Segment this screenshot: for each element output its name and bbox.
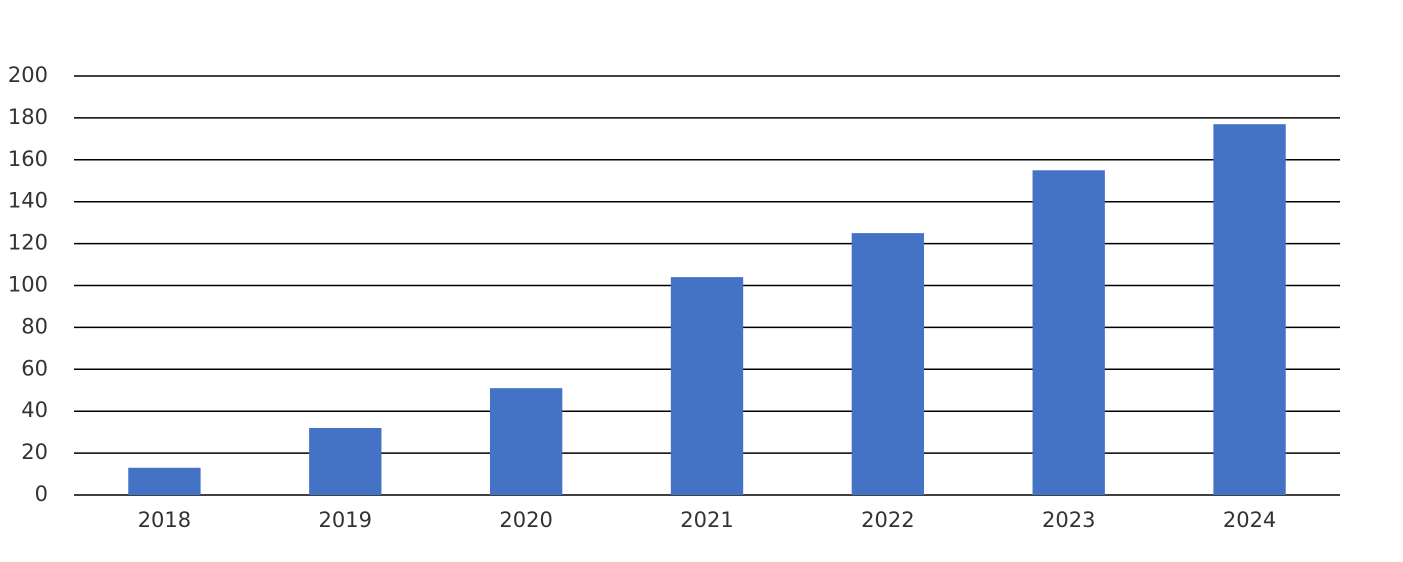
bar (670, 277, 744, 495)
y-tick-label: 160 (8, 147, 48, 171)
x-tick-label: 2022 (861, 508, 914, 532)
y-tick-label: 20 (21, 440, 48, 464)
bar (309, 427, 382, 495)
y-tick-label: 100 (8, 273, 48, 297)
x-tick-label: 2024 (1223, 508, 1276, 532)
bar (489, 388, 563, 495)
y-tick-label: 120 (8, 231, 48, 255)
y-tick-label: 180 (8, 105, 48, 129)
y-tick-label: 140 (8, 189, 48, 213)
bar (128, 467, 201, 495)
bar (1032, 170, 1105, 495)
bar (1213, 124, 1286, 495)
x-tick-label: 2023 (1042, 508, 1095, 532)
y-tick-label: 60 (21, 356, 48, 380)
x-tick-label: 2018 (138, 508, 191, 532)
y-tick-label: 200 (8, 63, 48, 87)
x-tick-label: 2021 (680, 508, 733, 532)
x-tick-label: 2019 (319, 508, 372, 532)
bar (851, 233, 925, 495)
y-tick-label: 40 (21, 398, 48, 422)
y-tick-label: 80 (21, 314, 48, 338)
x-tick-label: 2020 (499, 508, 552, 532)
y-tick-label: 0 (35, 482, 48, 506)
